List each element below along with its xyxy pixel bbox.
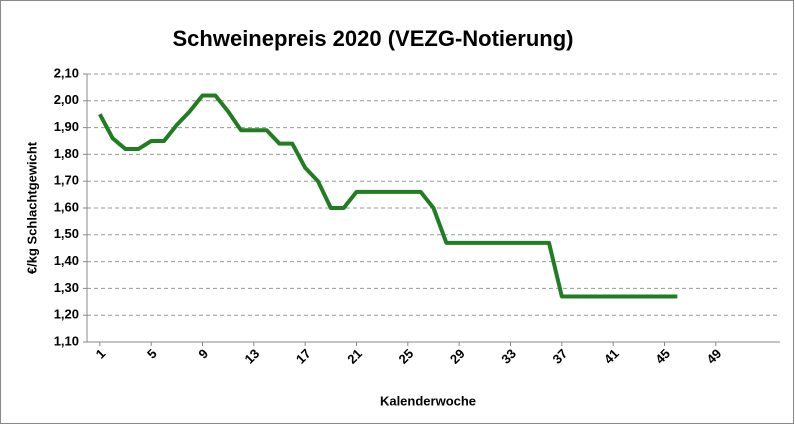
y-tick-label: 1,80 — [54, 146, 79, 161]
y-tick-label: 1,90 — [54, 119, 79, 134]
y-tick-label: 1,40 — [54, 253, 79, 268]
y-tick-label: 1,50 — [54, 226, 79, 241]
line-series — [98, 93, 678, 299]
y-axis-label: €/kg Schlachtgewicht — [24, 141, 39, 274]
y-tick-label: 1,30 — [54, 280, 79, 295]
y-tick-label: 1,20 — [54, 307, 79, 322]
y-tick-label: 2,00 — [54, 92, 79, 107]
y-tick-label: 2,10 — [54, 65, 79, 80]
y-tick-label: 1,70 — [54, 173, 79, 188]
y-tick-label: 1,10 — [54, 333, 79, 348]
y-tick-label: 1,60 — [54, 199, 79, 214]
chart-title: Schweinepreis 2020 (VEZG-Notierung) — [173, 26, 574, 51]
x-axis-label: Kalenderwoche — [380, 393, 476, 408]
